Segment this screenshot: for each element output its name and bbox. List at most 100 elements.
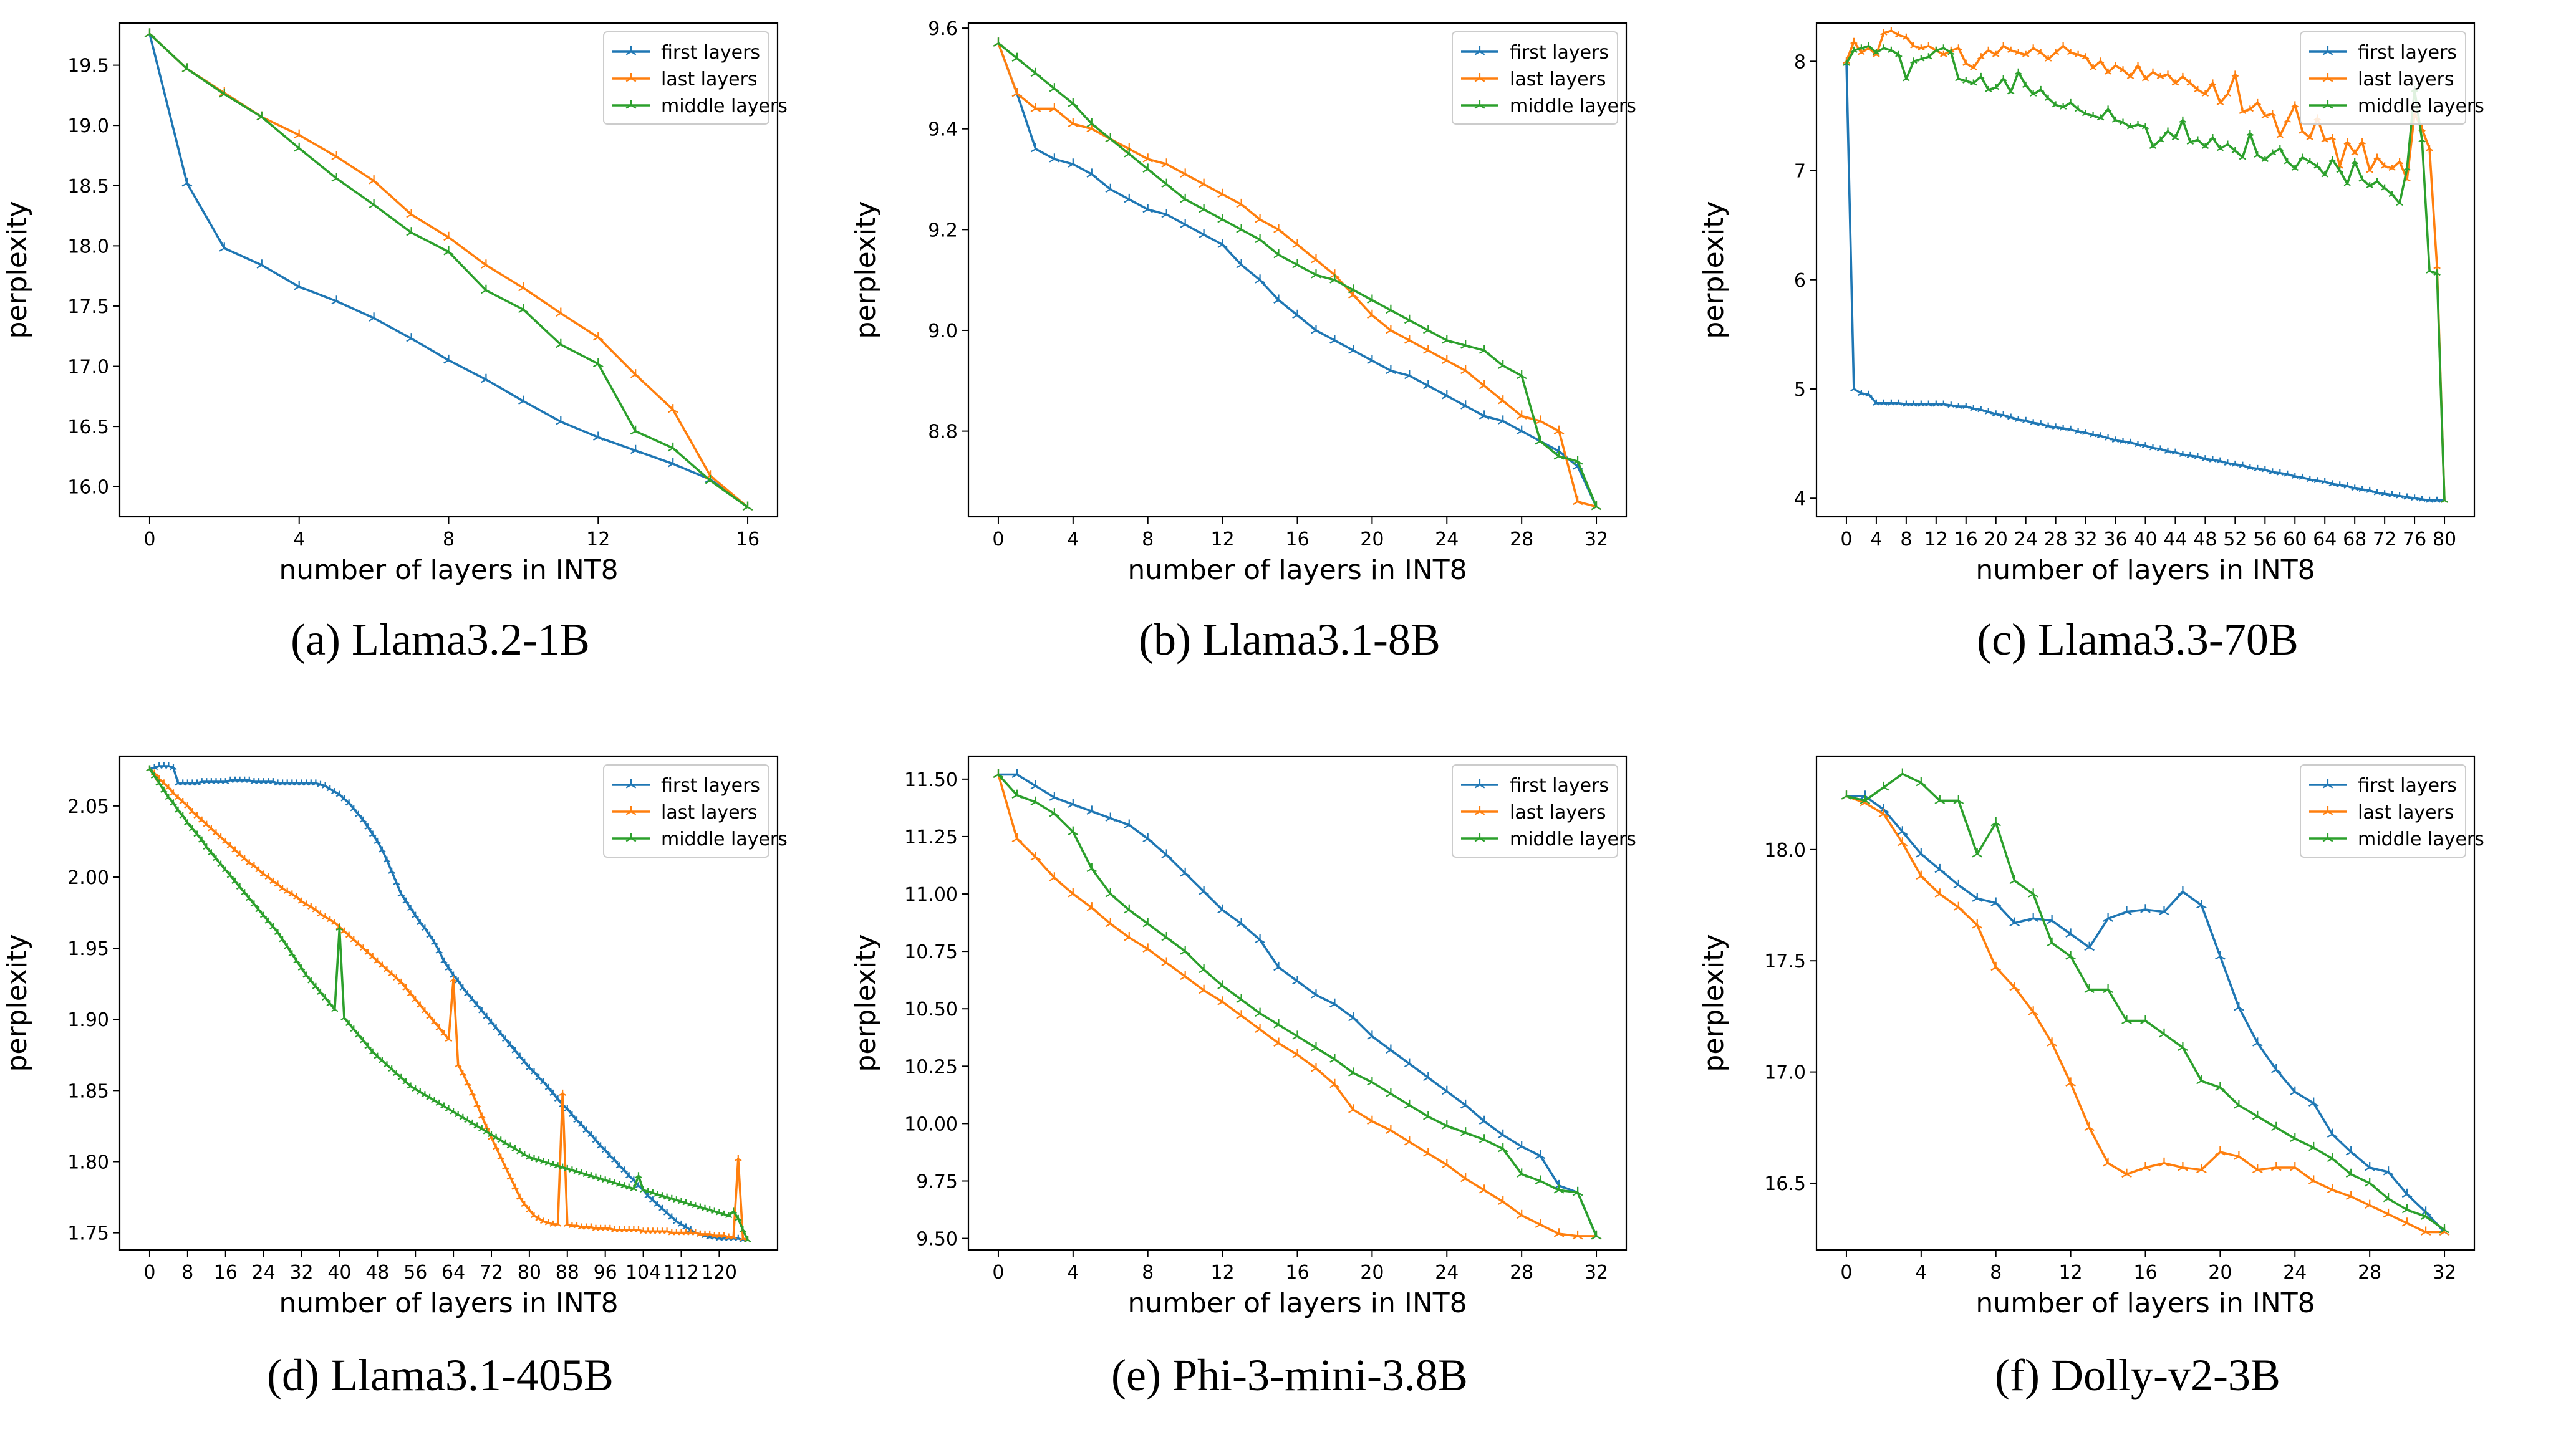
data-point (2196, 1164, 2207, 1174)
data-point (2215, 1146, 2226, 1156)
data-point (2149, 444, 2157, 451)
data-point (2186, 79, 2194, 86)
data-point (2014, 416, 2022, 423)
data-point (1850, 37, 1858, 44)
data-point (231, 846, 239, 853)
data-point (518, 304, 529, 314)
data-point (402, 1078, 410, 1085)
data-point (1011, 833, 1023, 843)
data-point (155, 779, 163, 786)
data-point (2418, 495, 2426, 502)
data-point (288, 950, 296, 957)
data-point (2074, 105, 2082, 112)
data-point (2373, 178, 2381, 185)
x-axis-label: number of layers in INT8 (279, 554, 618, 586)
data-point (359, 816, 367, 823)
data-point (412, 996, 419, 1002)
data-point (1535, 435, 1546, 445)
data-point (2426, 145, 2433, 151)
data-point (481, 284, 491, 294)
data-point (2121, 1168, 2132, 1178)
data-point (2313, 162, 2321, 169)
data-point (468, 996, 476, 1002)
data-point (2270, 1162, 2282, 1171)
data-point (1955, 402, 1962, 409)
data-point (1180, 946, 1191, 955)
panel-caption: (d) Llama3.1-405B (267, 1350, 614, 1400)
data-point (2014, 49, 2022, 55)
data-point (1591, 1230, 1602, 1240)
data-point (1161, 158, 1172, 168)
data-point (2140, 904, 2151, 913)
data-point (1329, 274, 1340, 284)
y-tick-label: 9.50 (916, 1229, 958, 1251)
data-point (1404, 1136, 1415, 1146)
data-point (193, 812, 201, 819)
data-point (2156, 445, 2164, 452)
data-point (1236, 918, 1247, 928)
data-point (1086, 902, 1097, 911)
data-point (2254, 464, 2262, 471)
data-point (1011, 88, 1023, 97)
data-point (649, 1189, 657, 1196)
data-point (677, 1198, 685, 1204)
data-point (246, 859, 253, 866)
series-first-layers (144, 28, 753, 511)
data-point (682, 1199, 690, 1206)
x-tick-label: 12 (2059, 1262, 2083, 1284)
data-point (2418, 136, 2426, 143)
data-point (1858, 389, 1865, 396)
data-point (2308, 1141, 2319, 1151)
data-point (1348, 345, 1359, 354)
series-first-layers (1841, 790, 2450, 1236)
data-point (1367, 1077, 1377, 1086)
data-point (2119, 118, 2127, 125)
data-point (1255, 1024, 1265, 1033)
data-point (1124, 904, 1135, 914)
x-tick-label: 16 (736, 529, 760, 550)
data-point (2103, 984, 2113, 994)
data-point (663, 1227, 671, 1234)
data-point (1850, 385, 1858, 391)
data-point (481, 259, 491, 269)
y-tick-label: 8.8 (928, 421, 958, 443)
data-point (1479, 410, 1490, 420)
data-point (606, 1152, 614, 1159)
data-point (2074, 50, 2082, 57)
legend-marker (1474, 806, 1485, 815)
data-point (144, 28, 155, 37)
data-point (1236, 224, 1247, 233)
legend-label: first layers (661, 42, 760, 64)
data-point (483, 1128, 491, 1135)
data-point (518, 395, 529, 405)
data-point (264, 917, 272, 924)
data-point (1273, 224, 1284, 233)
data-point (165, 762, 173, 769)
data-point (440, 957, 448, 964)
data-point (302, 971, 310, 978)
data-point (279, 885, 286, 891)
data-point (440, 1030, 448, 1037)
data-point (2089, 64, 2097, 70)
data-point (1367, 294, 1377, 304)
data-point (426, 1012, 433, 1019)
data-point (1329, 1078, 1340, 1088)
data-point (1386, 1088, 1396, 1097)
data-point (1422, 1148, 1434, 1157)
data-point (555, 307, 566, 317)
data-point (2327, 1153, 2338, 1163)
data-point (473, 1101, 481, 1108)
legend-label: last layers (661, 69, 758, 90)
data-point (2381, 162, 2388, 169)
y-tick-label: 10.25 (904, 1056, 958, 1078)
data-point (2239, 107, 2247, 114)
data-point (426, 1093, 433, 1100)
data-point (1940, 50, 1947, 57)
data-point (1292, 976, 1303, 985)
data-point (369, 175, 379, 185)
data-point (208, 825, 215, 832)
data-point (256, 259, 268, 269)
data-point (335, 924, 344, 931)
data-point (1329, 998, 1340, 1008)
y-tick-label: 18.0 (1764, 840, 1806, 862)
